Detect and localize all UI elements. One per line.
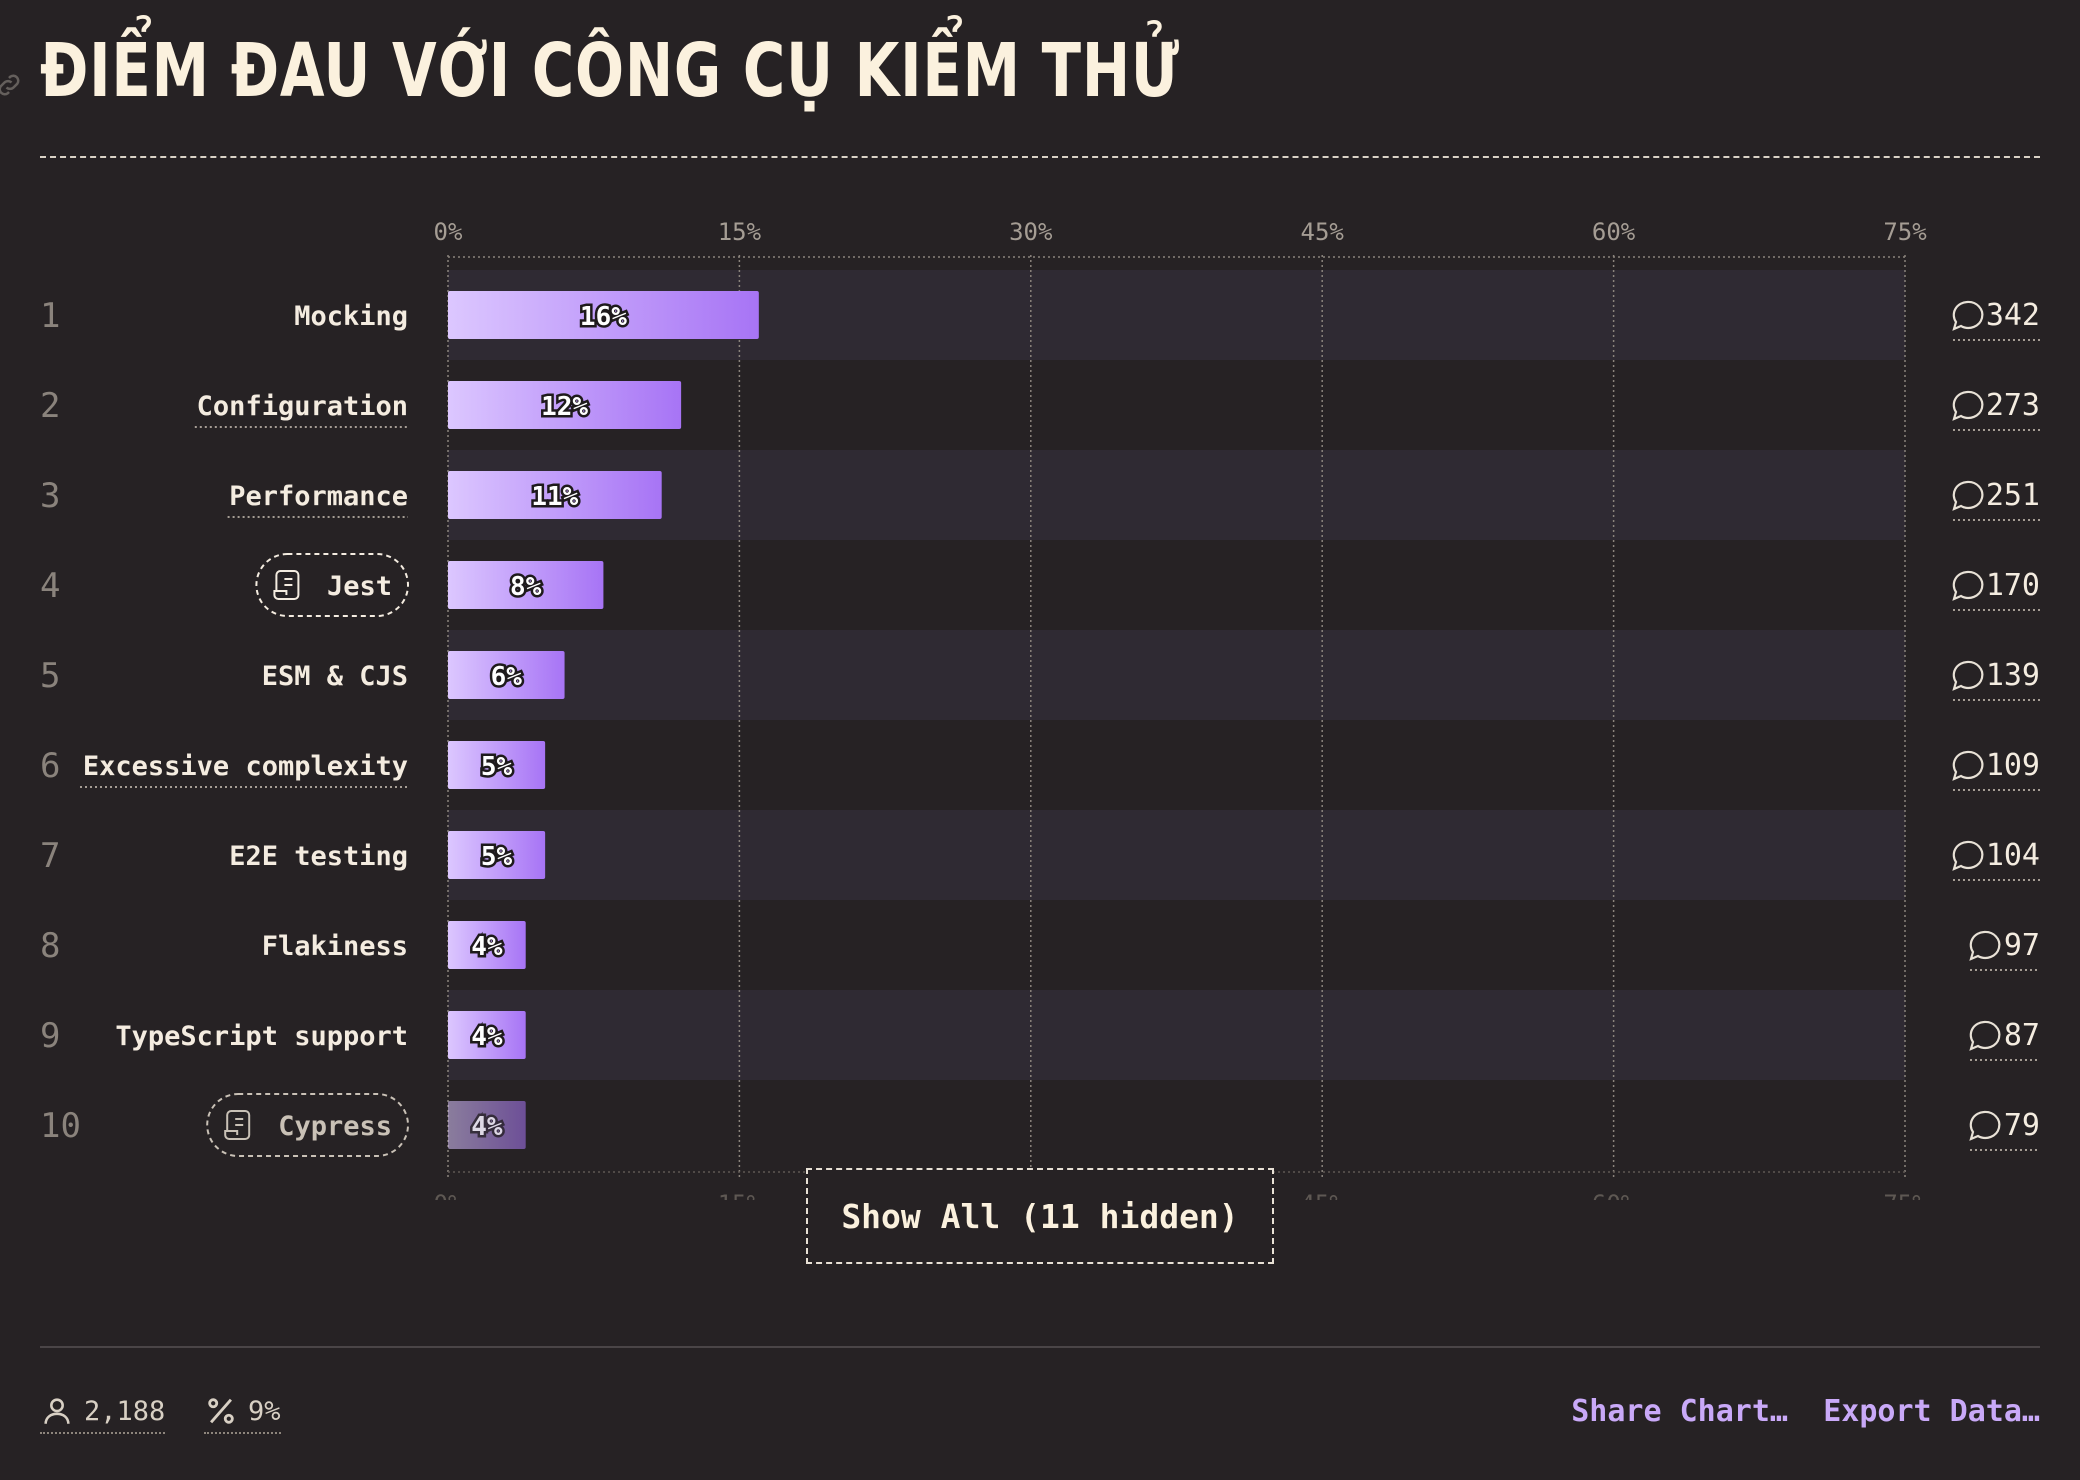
comment-icon <box>1952 300 1984 331</box>
comment-count[interactable]: 109 <box>1986 748 2040 783</box>
x-tick-label-bottom: 60% <box>1592 1190 1636 1200</box>
row-stripe <box>448 810 1905 900</box>
bar-chart: 0%0%15%15%30%30%45%45%60%60%75%75%1Mocki… <box>40 218 2040 1200</box>
bar[interactable] <box>448 561 604 609</box>
rank-number: 4 <box>40 566 60 606</box>
show-all-button[interactable]: Show All (11 hidden) <box>806 1168 1274 1264</box>
category-label[interactable]: Mocking <box>294 301 408 332</box>
comment-icon <box>1969 1020 2001 1051</box>
category-label[interactable]: Flakiness <box>262 931 408 962</box>
comment-icon <box>1952 570 1984 601</box>
x-tick-label: 45% <box>1301 218 1345 246</box>
comment-icon <box>1969 1110 2001 1141</box>
x-tick-label: 15% <box>718 218 762 246</box>
bar-value-label: 5% <box>481 752 513 782</box>
comment-icon <box>1952 480 1984 511</box>
footer-divider <box>40 1346 2040 1348</box>
rank-number: 6 <box>40 746 60 786</box>
rank-number: 1 <box>40 296 60 336</box>
x-tick-label: 75% <box>1883 218 1927 246</box>
comment-count[interactable]: 87 <box>2004 1018 2040 1053</box>
comment-icon <box>1969 930 2001 961</box>
bar[interactable] <box>448 831 546 879</box>
comment-count[interactable]: 273 <box>1986 388 2040 423</box>
rank-number: 7 <box>40 836 60 876</box>
comment-count[interactable]: 79 <box>2004 1108 2040 1143</box>
tool-tag-pill[interactable] <box>206 1093 409 1157</box>
bar[interactable] <box>448 1011 526 1059</box>
bar-value-label: 5% <box>481 842 513 872</box>
rank-number: 3 <box>40 476 60 516</box>
bar-value-label: 12% <box>541 392 588 422</box>
tool-tag-pill[interactable] <box>255 553 409 617</box>
bar-value-label: 11% <box>531 482 578 512</box>
chart-title: ĐIỂM ĐAU VỚI CÔNG CỤ KIỂM THỬ <box>40 28 1180 114</box>
comment-count[interactable]: 170 <box>1986 568 2040 603</box>
comment-icon <box>1952 390 1984 421</box>
bar[interactable] <box>448 471 662 519</box>
x-tick-label-bottom: 0% <box>434 1190 463 1200</box>
x-tick-label: 60% <box>1592 218 1636 246</box>
bar[interactable] <box>448 651 565 699</box>
person-icon <box>44 1398 70 1424</box>
bar-value-label: 4% <box>471 1112 503 1142</box>
bar[interactable] <box>448 921 526 969</box>
category-label[interactable]: Performance <box>229 481 408 512</box>
bar-value-label: 6% <box>491 662 523 692</box>
percent-stat[interactable]: 9% <box>204 1394 281 1434</box>
row-stripe <box>448 450 1905 540</box>
rank-number: 8 <box>40 926 60 966</box>
comment-icon <box>1952 840 1984 871</box>
bar[interactable] <box>448 1101 526 1149</box>
bar-value-label: 4% <box>471 1022 503 1052</box>
x-tick-label-bottom: 75% <box>1883 1190 1927 1200</box>
comment-icon <box>1952 660 1984 691</box>
export-data-link[interactable]: Export Data… <box>1823 1394 2040 1429</box>
comment-count[interactable]: 139 <box>1986 658 2040 693</box>
x-tick-label-bottom: 15% <box>718 1190 762 1200</box>
x-tick-label-bottom: 45% <box>1301 1190 1345 1200</box>
bar-value-label: 8% <box>510 572 542 602</box>
respondents-stat[interactable]: 2,188 <box>40 1394 166 1434</box>
link-icon[interactable] <box>0 70 24 100</box>
category-label[interactable]: Jest <box>327 571 392 602</box>
category-label[interactable]: Excessive complexity <box>83 751 408 782</box>
bar[interactable] <box>448 741 546 789</box>
comment-count[interactable]: 97 <box>2004 928 2040 963</box>
bar[interactable] <box>448 381 682 429</box>
row-stripe <box>448 630 1905 720</box>
share-chart-link[interactable]: Share Chart… <box>1571 1394 1788 1429</box>
x-tick-label: 0% <box>434 218 463 246</box>
rank-number: 2 <box>40 386 60 426</box>
title-divider <box>40 156 2040 158</box>
category-label[interactable]: ESM & CJS <box>262 661 408 692</box>
category-label[interactable]: Cypress <box>278 1111 392 1142</box>
comment-count[interactable]: 104 <box>1986 838 2040 873</box>
rank-number: 5 <box>40 656 60 696</box>
bar[interactable] <box>448 291 759 339</box>
bar-value-label: 16% <box>580 302 627 332</box>
respondents-count: 2,188 <box>84 1395 166 1427</box>
percent-value: 9% <box>248 1395 281 1427</box>
comment-icon <box>1952 750 1984 781</box>
category-label[interactable]: TypeScript support <box>115 1021 408 1052</box>
percent-icon <box>208 1398 234 1424</box>
category-label[interactable]: Configuration <box>197 391 408 422</box>
row-stripe <box>448 990 1905 1080</box>
x-tick-label: 30% <box>1009 218 1053 246</box>
comment-count[interactable]: 251 <box>1986 478 2040 513</box>
comment-count[interactable]: 342 <box>1986 298 2040 333</box>
category-label[interactable]: E2E testing <box>229 841 408 872</box>
rank-number: 9 <box>40 1016 60 1056</box>
scroll-icon <box>224 1110 251 1140</box>
rank-number: 10 <box>40 1106 81 1146</box>
scroll-icon <box>273 570 300 600</box>
bar-value-label: 4% <box>471 932 503 962</box>
